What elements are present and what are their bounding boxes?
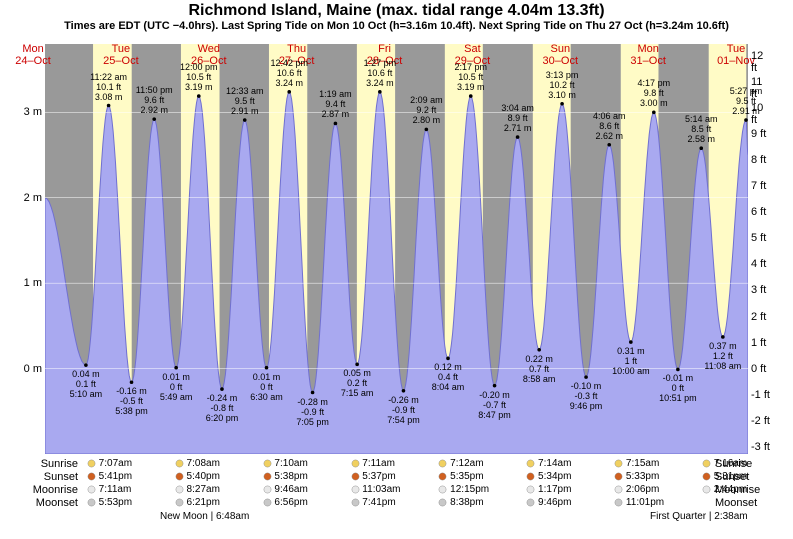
sunset-cell: 5:38pm: [263, 471, 308, 482]
moonset-cell: 9:46pm: [526, 497, 571, 508]
sunrise-row: Sunrise Sunrise 7:07am 7:08am 7:10am 7:1…: [30, 458, 763, 471]
chart-title: Richmond Island, Maine (max. tidal range…: [0, 0, 793, 20]
sunset-cell: 5:41pm: [87, 471, 132, 482]
moonrise-cell: 7:11am: [87, 484, 131, 495]
sunset-cell: 5:35pm: [438, 471, 483, 482]
moonrise-cell: 8:27am: [175, 484, 220, 495]
low-tide-label: 0.01 m0 ft6:30 am: [241, 372, 293, 402]
high-tide-label: 4:17 pm9.8 ft3.00 m: [626, 78, 682, 108]
moonset-cell: 5:53pm: [87, 497, 132, 508]
sun-moon-table: Sunrise Sunrise 7:07am 7:08am 7:10am 7:1…: [30, 458, 763, 524]
day-label: Mon24–Oct: [3, 43, 63, 67]
sunset-cell: 5:33pm: [614, 471, 659, 482]
low-tide-label: 0.05 m0.2 ft7:15 am: [331, 368, 383, 398]
sunset-cell: 5:34pm: [526, 471, 571, 482]
moonrise-cell: 12:15pm: [438, 484, 489, 495]
chart-subtitle: Times are EDT (UTC −4.0hrs). Last Spring…: [0, 20, 793, 34]
low-tide-label: 0.01 m0 ft5:49 am: [150, 372, 202, 402]
sunrise-cell: 7:14am: [526, 458, 571, 469]
high-tide-label: 5:27 pm9.5 ft2.91 m: [718, 86, 774, 116]
sunrise-cell: 7:10am: [263, 458, 308, 469]
low-tide-label: -0.28 m-0.9 ft7:05 pm: [287, 397, 339, 427]
high-tide-label: 1:27 pm10.6 ft3.24 m: [352, 58, 408, 88]
high-tide-label: 2:17 pm10.5 ft3.19 m: [443, 62, 499, 92]
sunset-cell: 5:31pm: [702, 471, 747, 482]
high-tide-label: 5:14 am8.5 ft2.58 m: [673, 114, 729, 144]
moonset-cell: 6:21pm: [175, 497, 220, 508]
low-tide-label: -0.20 m-0.7 ft8:47 pm: [469, 390, 521, 420]
moonrise-cell: 2:44pm: [702, 484, 747, 495]
low-tide-label: 0.22 m0.7 ft8:58 am: [513, 354, 565, 384]
low-tide-label: -0.26 m-0.9 ft7:54 pm: [377, 395, 429, 425]
moonset-cell: 8:38pm: [438, 497, 483, 508]
low-tide-label: -0.01 m0 ft10:51 pm: [652, 373, 704, 403]
moonset-cell: 11:01pm: [614, 497, 664, 508]
moonset-cell: 6:56pm: [263, 497, 308, 508]
moonrise-cell: 9:46am: [263, 484, 308, 495]
sunset-row: Sunset Sunset 5:41pm 5:40pm 5:38pm 5:37p…: [30, 471, 763, 484]
sunset-cell: 5:37pm: [351, 471, 396, 482]
high-tide-label: 12:33 am9.5 ft2.91 m: [217, 86, 273, 116]
moonrise-row: Moonrise Moonrise 7:11am 8:27am 9:46am 1…: [30, 484, 763, 497]
moonrise-cell: 11:03am: [351, 484, 401, 495]
high-tide-label: 4:06 am8.6 ft2.62 m: [581, 111, 637, 141]
high-tide-label: 12:42 pm10.6 ft3.24 m: [261, 58, 317, 88]
moonphase-row: New Moon | 6:48am First Quarter | 2:38am: [30, 510, 763, 524]
low-tide-label: 0.04 m0.1 ft5:10 am: [60, 369, 112, 399]
sunrise-cell: 7:07am: [87, 458, 132, 469]
moonphase-label: First Quarter | 2:38am: [650, 511, 748, 522]
sunrise-cell: 7:16am: [702, 458, 747, 469]
low-tide-label: 0.31 m1 ft10:00 am: [605, 346, 657, 376]
day-label: Sun30–Oct: [530, 43, 590, 67]
sunset-cell: 5:40pm: [175, 471, 220, 482]
high-tide-label: 2:09 am9.2 ft2.80 m: [398, 95, 454, 125]
low-tide-label: -0.10 m-0.3 ft9:46 pm: [560, 381, 612, 411]
low-tide-label: 0.37 m1.2 ft11:08 am: [697, 341, 749, 371]
moonrise-cell: 1:17pm: [526, 484, 571, 495]
sunrise-cell: 7:15am: [614, 458, 659, 469]
sunrise-cell: 7:12am: [438, 458, 483, 469]
day-label: Mon31–Oct: [618, 43, 678, 67]
sunrise-cell: 7:08am: [175, 458, 220, 469]
moonrise-cell: 2:06pm: [614, 484, 659, 495]
day-label: Tue25–Oct: [91, 43, 151, 67]
high-tide-label: 1:19 am9.4 ft2.87 m: [307, 89, 363, 119]
high-tide-label: 3:13 pm10.2 ft3.10 m: [534, 70, 590, 100]
moonset-cell: 7:41pm: [351, 497, 396, 508]
moonset-row: Moonset Moonset 5:53pm 6:21pm 6:56pm 7:4…: [30, 497, 763, 510]
row-label: Sunrise: [30, 458, 78, 470]
moonphase-label: New Moon | 6:48am: [160, 511, 249, 522]
high-tide-label: 3:04 am8.9 ft2.71 m: [490, 103, 546, 133]
sunrise-cell: 7:11am: [351, 458, 395, 469]
low-tide-label: 0.12 m0.4 ft8:04 am: [422, 362, 474, 392]
